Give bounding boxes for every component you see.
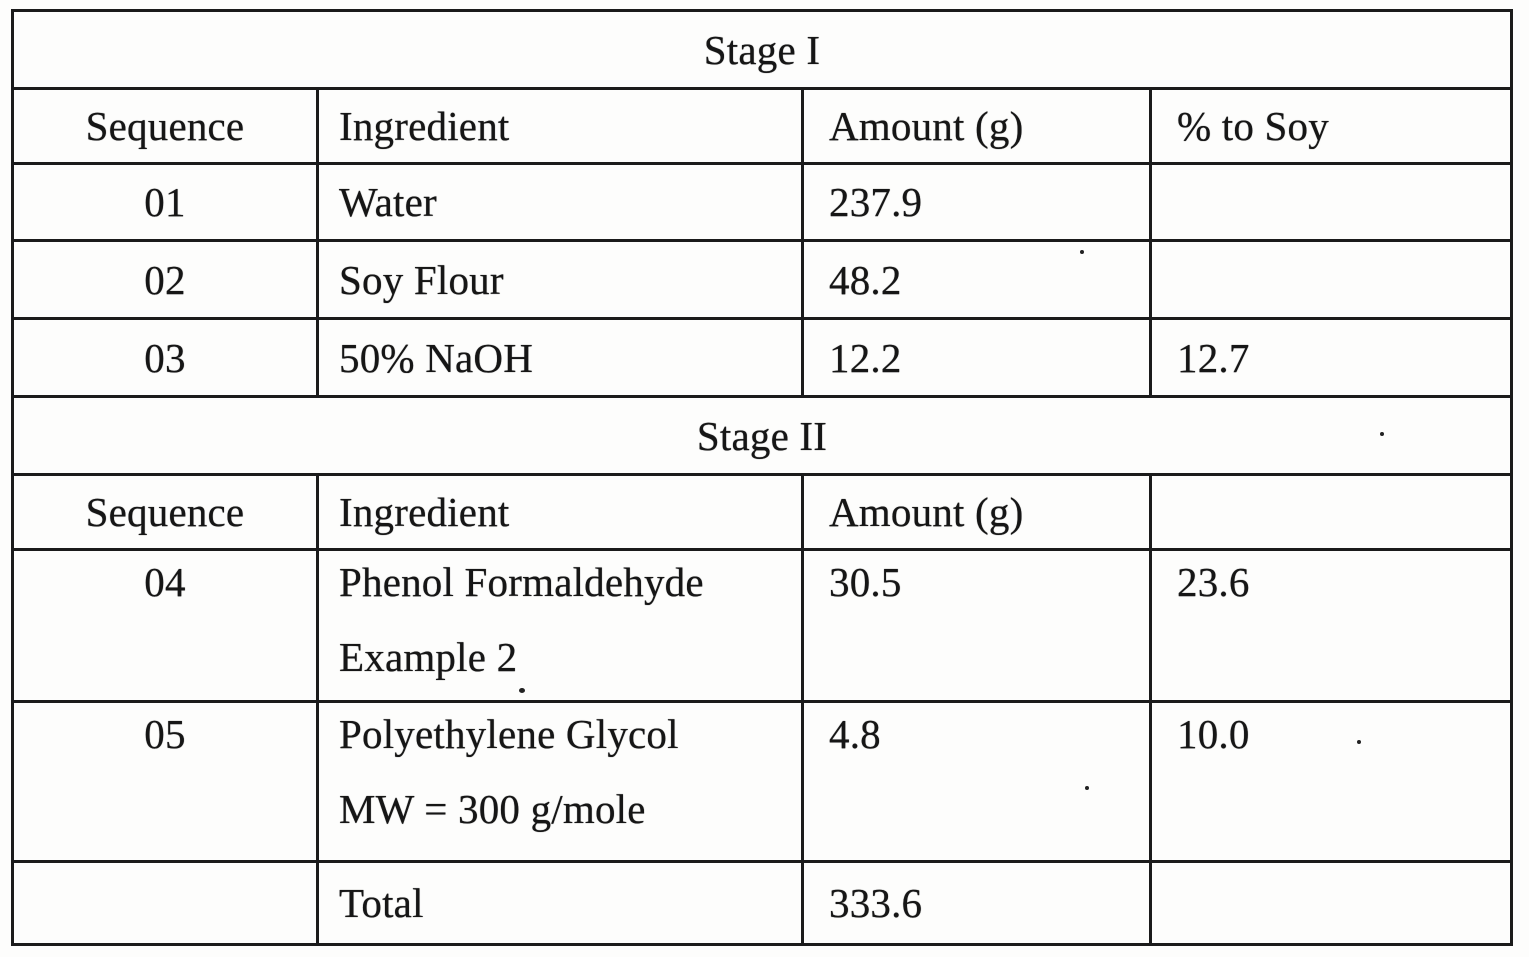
stage1-title-row: Stage I <box>14 12 1510 90</box>
row02-sequence: 02 <box>14 242 319 317</box>
stage2-header-sequence: Sequence <box>14 476 319 548</box>
row04-pct: 23.6 <box>1177 559 1250 605</box>
total-amount: 333.6 <box>804 863 1152 943</box>
row04-ingredient-line1: Phenol Formaldehyde <box>339 559 704 605</box>
stage2-header-empty <box>1152 476 1510 548</box>
scan-speck <box>1085 786 1089 790</box>
stage1-header-pct-to-soy: % to Soy <box>1177 103 1329 149</box>
stage1-header-sequence: Sequence <box>14 90 319 162</box>
row05-ingredient: Polyethylene Glycol MW = 300 g/mole <box>319 703 804 860</box>
row04-amount: 30.5 <box>804 551 1152 700</box>
row04-ingredient-lines: Phenol Formaldehyde Example 2 <box>339 551 704 700</box>
table-row-03: 03 50% NaOH 12.2 12.7 <box>14 320 1510 398</box>
stage1-header-ingredient: Ingredient <box>319 90 804 162</box>
table-row-02: 02 Soy Flour 48.2 <box>14 242 1510 320</box>
stage1-header-row: Sequence Ingredient Amount (g) % to Soy <box>14 90 1510 165</box>
stage2-header-amount: Amount (g) <box>804 476 1152 548</box>
total-label: Total <box>319 863 804 943</box>
stage2-title: Stage II <box>696 412 828 459</box>
stage2-title-row: Stage II <box>14 398 1510 476</box>
row04-ingredient: Phenol Formaldehyde Example 2 <box>319 551 804 700</box>
row04-ingredient-line2: Example 2 <box>339 634 518 680</box>
total-sequence-empty <box>14 863 319 943</box>
row03-pct: 12.7 <box>1177 334 1250 381</box>
row05-ingredient-line1: Polyethylene Glycol <box>339 711 679 757</box>
scan-speck <box>1080 250 1084 254</box>
row03-sequence: 03 <box>14 320 319 395</box>
row02-amount: 48.2 <box>804 242 1152 317</box>
scan-speck <box>519 688 525 693</box>
row01-pct <box>1152 165 1510 239</box>
row04-sequence: 04 <box>14 551 319 700</box>
row01-amount: 237.9 <box>804 165 1152 239</box>
ingredients-table: Stage I Sequence Ingredient Amount (g) %… <box>11 9 1513 946</box>
row05-ingredient-line2: MW = 300 g/mole <box>339 786 646 832</box>
row05-pct: 10.0 <box>1177 711 1250 757</box>
row03-ingredient: 50% NaOH <box>319 320 804 395</box>
row02-ingredient: Soy Flour <box>319 242 804 317</box>
table-row-05: 05 Polyethylene Glycol MW = 300 g/mole 4… <box>14 703 1510 863</box>
row03-amount: 12.2 <box>804 320 1152 395</box>
scan-speck <box>1357 740 1361 744</box>
total-pct-empty <box>1152 863 1510 943</box>
row05-sequence: 05 <box>14 703 319 860</box>
table-row-04: 04 Phenol Formaldehyde Example 2 30.5 23… <box>14 551 1510 703</box>
table-row-01: 01 Water 237.9 <box>14 165 1510 242</box>
scan-speck <box>1380 432 1384 436</box>
row05-amount: 4.8 <box>804 703 1152 860</box>
row01-ingredient: Water <box>319 165 804 239</box>
stage1-title: Stage I <box>703 26 821 73</box>
stage2-header-ingredient: Ingredient <box>319 476 804 548</box>
stage1-header-amount: Amount (g) <box>804 90 1152 162</box>
stage2-header-row: Sequence Ingredient Amount (g) <box>14 476 1510 551</box>
row01-sequence: 01 <box>14 165 319 239</box>
row05-ingredient-lines: Polyethylene Glycol MW = 300 g/mole <box>339 703 679 853</box>
row02-pct <box>1152 242 1510 317</box>
table-row-total: Total 333.6 <box>14 863 1510 943</box>
